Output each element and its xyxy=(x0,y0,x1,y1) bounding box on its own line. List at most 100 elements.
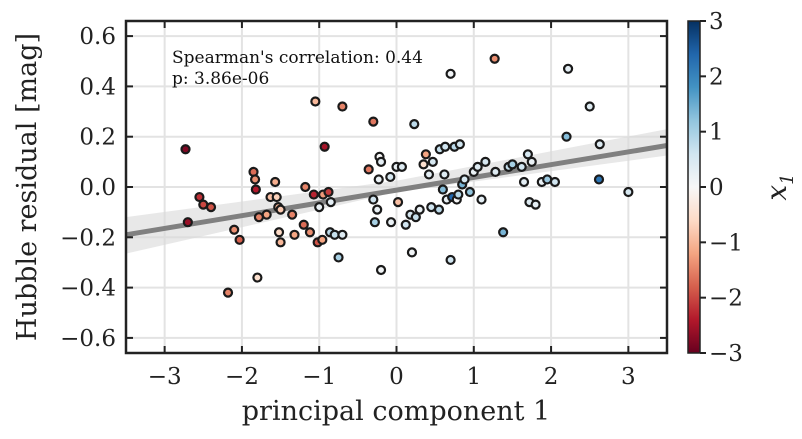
x-axis-title: principal component 1 xyxy=(242,396,550,427)
data-point xyxy=(325,196,336,208)
data-point xyxy=(406,247,418,258)
colorbar-tick-label: 2 xyxy=(709,64,724,90)
x-tick-label: 1 xyxy=(466,364,481,390)
x-ticks: −3 −2 −1 0 1 2 3 xyxy=(148,21,636,390)
data-point xyxy=(526,156,537,167)
data-point xyxy=(337,101,348,112)
data-point xyxy=(518,176,530,188)
y-tick-label: 0.6 xyxy=(79,24,116,50)
data-point xyxy=(249,174,261,185)
data-point xyxy=(273,227,285,238)
data-point xyxy=(275,237,286,248)
y-tick-label: 0.4 xyxy=(79,74,116,100)
y-tick-label: −0.4 xyxy=(60,276,116,302)
data-point xyxy=(375,264,387,276)
data-point xyxy=(363,164,374,175)
data-point xyxy=(319,141,330,152)
data-point xyxy=(472,161,483,172)
data-point xyxy=(310,96,321,107)
data-point xyxy=(250,184,261,195)
data-point xyxy=(623,186,634,198)
data-point xyxy=(530,199,541,210)
x-tick-label: −1 xyxy=(302,364,336,390)
colorbar-label: x1 xyxy=(760,173,798,200)
data-point xyxy=(252,272,263,283)
x-tick-label: −3 xyxy=(148,364,182,390)
data-point xyxy=(300,181,311,193)
data-point xyxy=(182,217,193,228)
data-point xyxy=(418,159,429,170)
data-point xyxy=(372,204,383,215)
colorbar-ticks: 3 2 1 0 −1 −2 −3 xyxy=(700,9,743,367)
y-axis-title: Hubble residual [mag] xyxy=(12,33,43,341)
data-point xyxy=(433,204,445,215)
colorbar-tick-label: 0 xyxy=(709,175,724,201)
data-point xyxy=(423,169,435,180)
data-point xyxy=(400,219,411,230)
x-tick-label: −2 xyxy=(225,364,259,390)
data-point xyxy=(287,209,298,220)
data-point xyxy=(507,159,518,170)
data-point xyxy=(489,53,500,64)
data-point xyxy=(261,209,272,220)
data-point xyxy=(396,161,408,172)
data-point xyxy=(289,229,300,240)
data-point xyxy=(323,186,334,198)
data-point xyxy=(375,156,387,167)
data-point xyxy=(445,254,456,266)
colorbar-label-main: x xyxy=(760,185,793,201)
colorbar-tick-label: 1 xyxy=(709,120,724,146)
data-point xyxy=(222,287,234,298)
data-point xyxy=(437,184,448,195)
data-point xyxy=(271,191,282,203)
colorbar-tick-label: −2 xyxy=(709,286,743,312)
data-point xyxy=(234,234,245,245)
data-point xyxy=(414,204,425,215)
data-point xyxy=(459,174,470,185)
data-point xyxy=(385,217,397,228)
data-point xyxy=(180,144,191,155)
data-point xyxy=(593,174,605,185)
data-point xyxy=(561,131,572,142)
scatter-points xyxy=(180,53,634,298)
data-point xyxy=(454,139,465,150)
data-point xyxy=(584,101,595,112)
data-point xyxy=(194,191,205,203)
fit-line xyxy=(125,143,668,238)
data-point xyxy=(368,116,379,127)
data-point xyxy=(275,204,286,215)
data-point xyxy=(333,252,344,263)
data-point xyxy=(420,149,431,160)
data-point xyxy=(385,171,396,183)
data-point xyxy=(439,169,450,180)
colorbar-gradient xyxy=(687,20,701,354)
colorbar-tick-label: −3 xyxy=(709,341,743,367)
data-point xyxy=(476,194,487,205)
data-point xyxy=(427,156,438,167)
colorbar-label-subscript: 1 xyxy=(777,173,798,184)
x-tick-label: 3 xyxy=(621,364,636,390)
y-tick-label: 0.2 xyxy=(79,125,116,151)
data-point xyxy=(594,139,605,150)
data-point xyxy=(298,219,309,230)
data-point xyxy=(304,227,316,238)
data-point xyxy=(522,149,533,160)
data-point xyxy=(337,229,348,240)
data-point xyxy=(368,194,379,205)
y-ticks: −0.6 −0.4 −0.2 0.0 0.2 0.4 0.6 xyxy=(60,24,667,352)
plot-area: −3 −2 −1 0 1 2 3 −0.6 −0.4 −0.2 0.0 0.2 0.4 0.6 xyxy=(60,19,669,390)
data-point xyxy=(308,189,319,200)
data-point xyxy=(445,68,456,79)
x-tick-label: 2 xyxy=(544,364,559,390)
colorbar-tick-label: −1 xyxy=(709,230,743,256)
data-point xyxy=(410,212,421,223)
data-point xyxy=(369,217,380,228)
data-point xyxy=(453,189,464,200)
data-point xyxy=(498,227,509,238)
data-point xyxy=(229,224,240,235)
data-point xyxy=(205,202,217,213)
data-point xyxy=(270,176,281,188)
annotation-p-value: p: 3.86e-06 xyxy=(172,69,269,89)
